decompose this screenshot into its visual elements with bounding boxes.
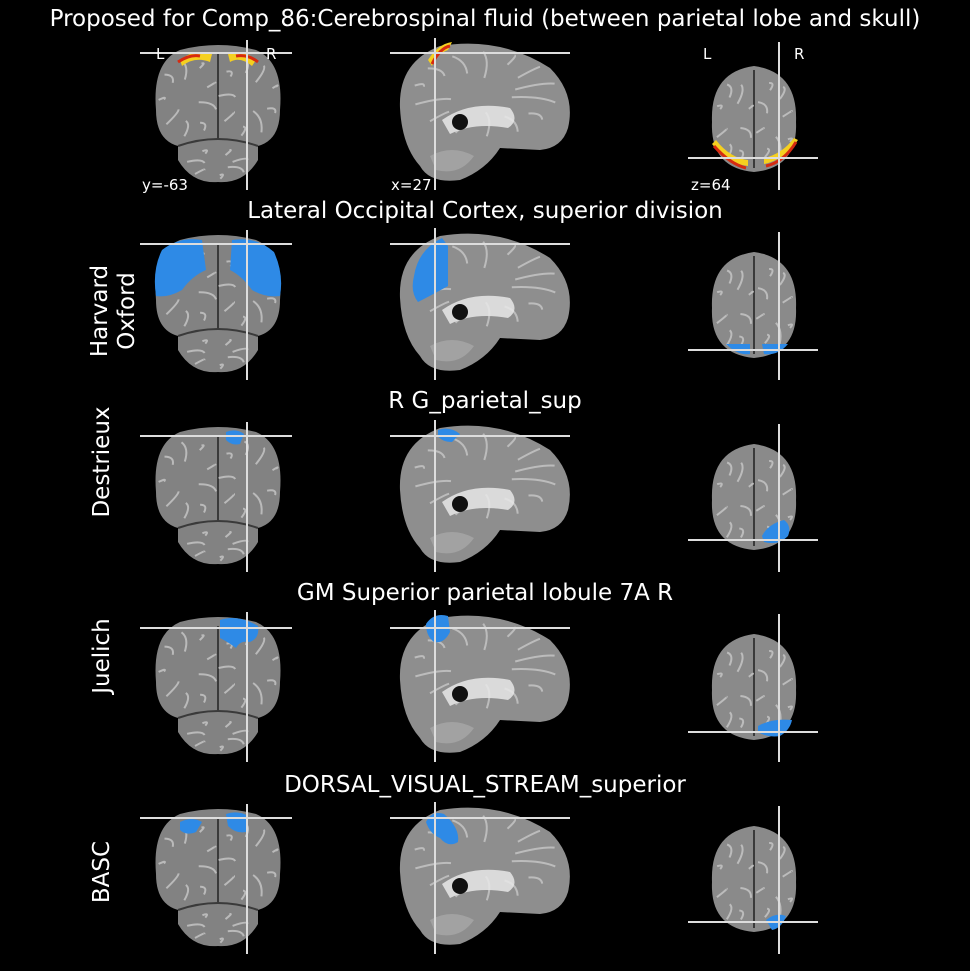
- region-title-basc: DORSAL_VISUAL_STREAM_superior: [284, 772, 686, 798]
- axial-view-juelich: [688, 614, 818, 762]
- atlas-label-line1: Harvard: [87, 264, 113, 358]
- coord-y-label: y=-63: [142, 176, 188, 194]
- atlas-label-harvard-oxford: Harvard Oxford: [87, 251, 143, 371]
- axial-view-component: [688, 42, 818, 190]
- coronal-view-component: [140, 40, 292, 190]
- axial-view-destrieux: [688, 424, 818, 572]
- orientation-left-label-axial: L: [703, 45, 712, 63]
- coronal-view-juelich: [140, 612, 292, 762]
- region-title-destrieux: R G_parietal_sup: [388, 388, 582, 414]
- orientation-right-label: R: [266, 45, 277, 63]
- coord-x-label: x=27: [391, 176, 432, 194]
- sagittal-view-basc: [390, 802, 570, 954]
- sagittal-view-destrieux: [390, 420, 570, 572]
- sagittal-view-harvard-oxford: [390, 228, 570, 380]
- axial-view-harvard-oxford: [688, 232, 818, 380]
- atlas-label-destrieux: Destrieux: [89, 406, 115, 518]
- sagittal-view-component: [390, 38, 570, 190]
- orientation-left-label: L: [156, 45, 165, 63]
- atlas-label-juelich: Juelich: [89, 618, 115, 694]
- sagittal-view-juelich: [390, 610, 570, 762]
- atlas-label-line2: Oxford: [114, 272, 140, 350]
- coronal-view-harvard-oxford: [140, 230, 292, 380]
- region-title-harvard-oxford: Lateral Occipital Cortex, superior divis…: [247, 198, 723, 224]
- axial-view-basc: [688, 806, 818, 954]
- atlas-label-basc: BASC: [89, 840, 115, 904]
- coronal-view-basc: [140, 804, 292, 954]
- orientation-right-label-axial: R: [794, 45, 805, 63]
- main-title: Proposed for Comp_86:Cerebrospinal fluid…: [49, 6, 921, 32]
- coord-z-label: z=64: [691, 176, 731, 194]
- region-title-juelich: GM Superior parietal lobule 7A R: [296, 580, 674, 606]
- coronal-view-destrieux: [140, 422, 292, 572]
